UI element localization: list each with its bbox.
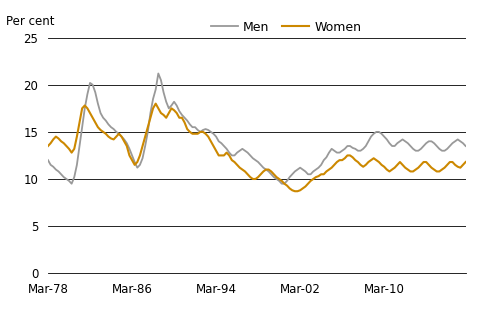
Men: [69, 182, 74, 186]
Women: [447, 160, 453, 164]
Men: [45, 158, 51, 162]
Women: [292, 189, 298, 193]
Men: [447, 144, 453, 148]
Men: [168, 104, 174, 107]
Women: [392, 166, 397, 170]
Women: [166, 111, 172, 115]
Women: [321, 172, 327, 176]
Men: [156, 72, 161, 75]
Men: [392, 144, 397, 148]
Line: Women: Women: [48, 104, 466, 191]
Men: [281, 182, 287, 186]
Women: [129, 158, 135, 162]
Women: [153, 102, 158, 106]
Text: Per cent: Per cent: [6, 15, 55, 28]
Men: [321, 158, 327, 162]
Men: [463, 144, 468, 148]
Women: [45, 144, 51, 148]
Women: [463, 160, 468, 164]
Line: Men: Men: [48, 73, 466, 184]
Women: [279, 179, 285, 183]
Legend: Men, Women: Men, Women: [205, 16, 366, 39]
Men: [132, 160, 138, 164]
